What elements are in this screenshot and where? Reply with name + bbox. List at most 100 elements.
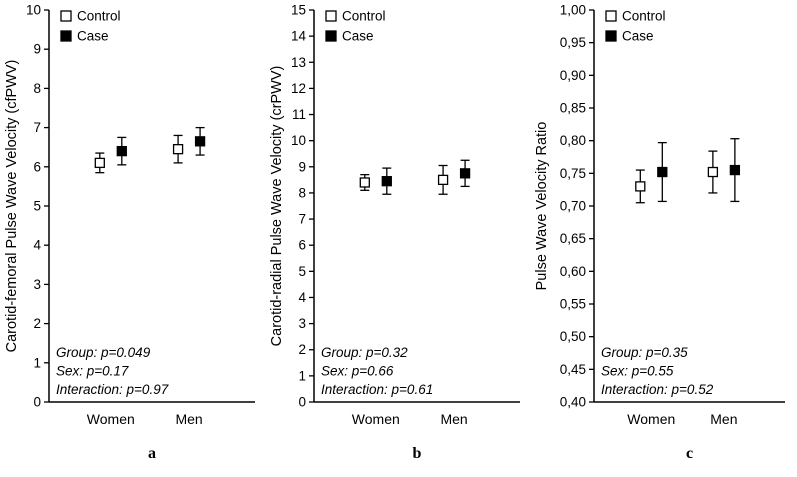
open-square-marker — [172, 144, 184, 155]
y-tick-label: 7 — [298, 212, 306, 227]
legend-label: Control — [622, 9, 666, 24]
series-case — [116, 126, 206, 166]
y-tick-label: 14 — [291, 29, 307, 44]
y-axis: 0,40 0,45 0,50 0,55 0,60 0,65 0,70 0,75 0,80 0,85… — [560, 3, 594, 410]
y-tick-label: 8 — [298, 185, 306, 200]
annotation-text: Interaction: p=0.97 — [56, 382, 169, 397]
y-tick-label: 4 — [298, 290, 306, 305]
filled-square-marker — [194, 136, 206, 147]
panel-letter: a — [148, 445, 156, 462]
series-case — [657, 138, 741, 203]
y-tick-label: 7 — [33, 120, 41, 135]
y-tick-label: 9 — [33, 42, 41, 57]
series-control — [359, 164, 449, 195]
panel-letter: c — [686, 445, 693, 462]
open-square-legend-swatch — [325, 10, 337, 22]
y-tick-label: 0,45 — [560, 362, 586, 377]
annotation-text: Group: p=0.35 — [601, 345, 688, 360]
y-axis-label: Carotid-radial Pulse Wave Velocity (crPW… — [269, 66, 285, 347]
x-tick-label: Men — [175, 411, 202, 427]
y-tick-label: 0,50 — [560, 329, 586, 344]
annotations: Group: p=0.35 Sex: p=0.55 Interaction: p=0… — [601, 345, 714, 397]
y-tick-label: 0,65 — [560, 231, 586, 246]
y-tick-label: 0 — [33, 395, 41, 410]
filled-square-marker — [381, 176, 392, 187]
y-axis-label: Pulse Wave Velocity Ratio — [534, 122, 550, 291]
y-tick-label: 0 — [298, 395, 306, 410]
y-tick-label: 6 — [33, 159, 41, 174]
x-tick-label: Women — [87, 411, 135, 427]
y-tick-label: 10 — [291, 133, 306, 148]
y-tick-label: 12 — [291, 81, 306, 96]
annotations: Group: p=0.049 Sex: p=0.17 Interaction: p=… — [56, 345, 169, 397]
y-tick-label: 2 — [298, 342, 306, 357]
x-axis: Women Men — [627, 411, 737, 427]
y-tick-label: 0,85 — [560, 101, 586, 116]
y-tick-label: 0,60 — [560, 264, 586, 279]
y-tick-label: 0,40 — [560, 395, 586, 410]
legend-label: Control — [342, 9, 386, 24]
x-tick-label: Women — [352, 411, 400, 427]
open-square-marker — [635, 181, 646, 192]
annotation-text: Sex: p=0.55 — [601, 364, 674, 379]
y-tick-label: 13 — [291, 55, 306, 70]
filled-square-marker — [459, 168, 471, 179]
y-tick-label: 5 — [298, 264, 306, 279]
filled-square-legend-swatch — [60, 30, 72, 42]
annotation-text: Group: p=0.32 — [321, 345, 408, 360]
open-square-marker — [359, 177, 370, 188]
y-tick-label: 4 — [33, 238, 41, 253]
open-square-marker — [707, 166, 719, 178]
y-tick-label: 0,75 — [560, 166, 586, 181]
filled-square-legend-swatch — [605, 30, 617, 42]
y-tick-label: 1,00 — [560, 3, 586, 18]
y-tick-label: 3 — [298, 316, 306, 331]
y-tick-label: 0,90 — [560, 68, 586, 83]
x-tick-label: Men — [440, 411, 467, 427]
legend: Control Case — [605, 9, 666, 44]
annotation-text: Interaction: p=0.52 — [601, 382, 714, 397]
y-tick-label: 8 — [33, 81, 41, 96]
legend: Control Case — [325, 9, 386, 44]
y-tick-label: 6 — [298, 238, 306, 253]
series-case — [381, 159, 471, 195]
axes — [593, 10, 785, 403]
filled-square-marker — [657, 166, 668, 178]
series-control — [94, 134, 184, 174]
y-axis-label: Carotid-femoral Pulse Wave Velocity (cfP… — [4, 60, 20, 353]
panel-letter: b — [413, 445, 422, 462]
axes — [313, 10, 520, 403]
x-tick-label: Men — [710, 411, 737, 427]
y-tick-label: 2 — [33, 316, 41, 331]
y-tick-label: 1 — [298, 368, 306, 383]
y-tick-label: 3 — [33, 277, 41, 292]
y-tick-label: 0,95 — [560, 35, 586, 50]
legend-label: Control — [77, 9, 121, 24]
annotation-text: Sex: p=0.17 — [56, 364, 129, 379]
y-tick-label: 15 — [291, 3, 306, 18]
axes — [48, 10, 255, 403]
annotation-text: Group: p=0.049 — [56, 345, 151, 360]
panel-c-chart: 0,40 0,45 0,50 0,55 0,60 0,65 0,70 0,75 0,80 0,85… — [534, 3, 785, 462]
annotations: Group: p=0.32 Sex: p=0.66 Interaction: p=0… — [321, 345, 433, 397]
x-axis: Women Men — [87, 411, 203, 427]
y-tick-label: 11 — [292, 107, 306, 122]
y-tick-label: 10 — [26, 3, 41, 18]
panel-a-chart: 0 1 2 3 4 5 6 7 8 9 10 Carotid-femoral Pulse Wave V… — [4, 3, 255, 462]
y-axis: 0 1 2 3 4 5 6 7 8 9 10 — [26, 3, 49, 410]
open-square-marker — [437, 174, 449, 186]
legend-label: Case — [622, 29, 654, 44]
open-square-legend-swatch — [60, 10, 72, 22]
series-control — [635, 150, 719, 204]
y-tick-label: 9 — [298, 159, 306, 174]
legend-label: Case — [77, 29, 109, 44]
legend: Control Case — [60, 9, 121, 44]
open-square-legend-swatch — [605, 10, 617, 22]
open-square-marker — [94, 157, 105, 169]
y-tick-label: 5 — [33, 199, 41, 214]
annotation-text: Interaction: p=0.61 — [321, 382, 433, 397]
legend-label: Case — [342, 29, 374, 44]
